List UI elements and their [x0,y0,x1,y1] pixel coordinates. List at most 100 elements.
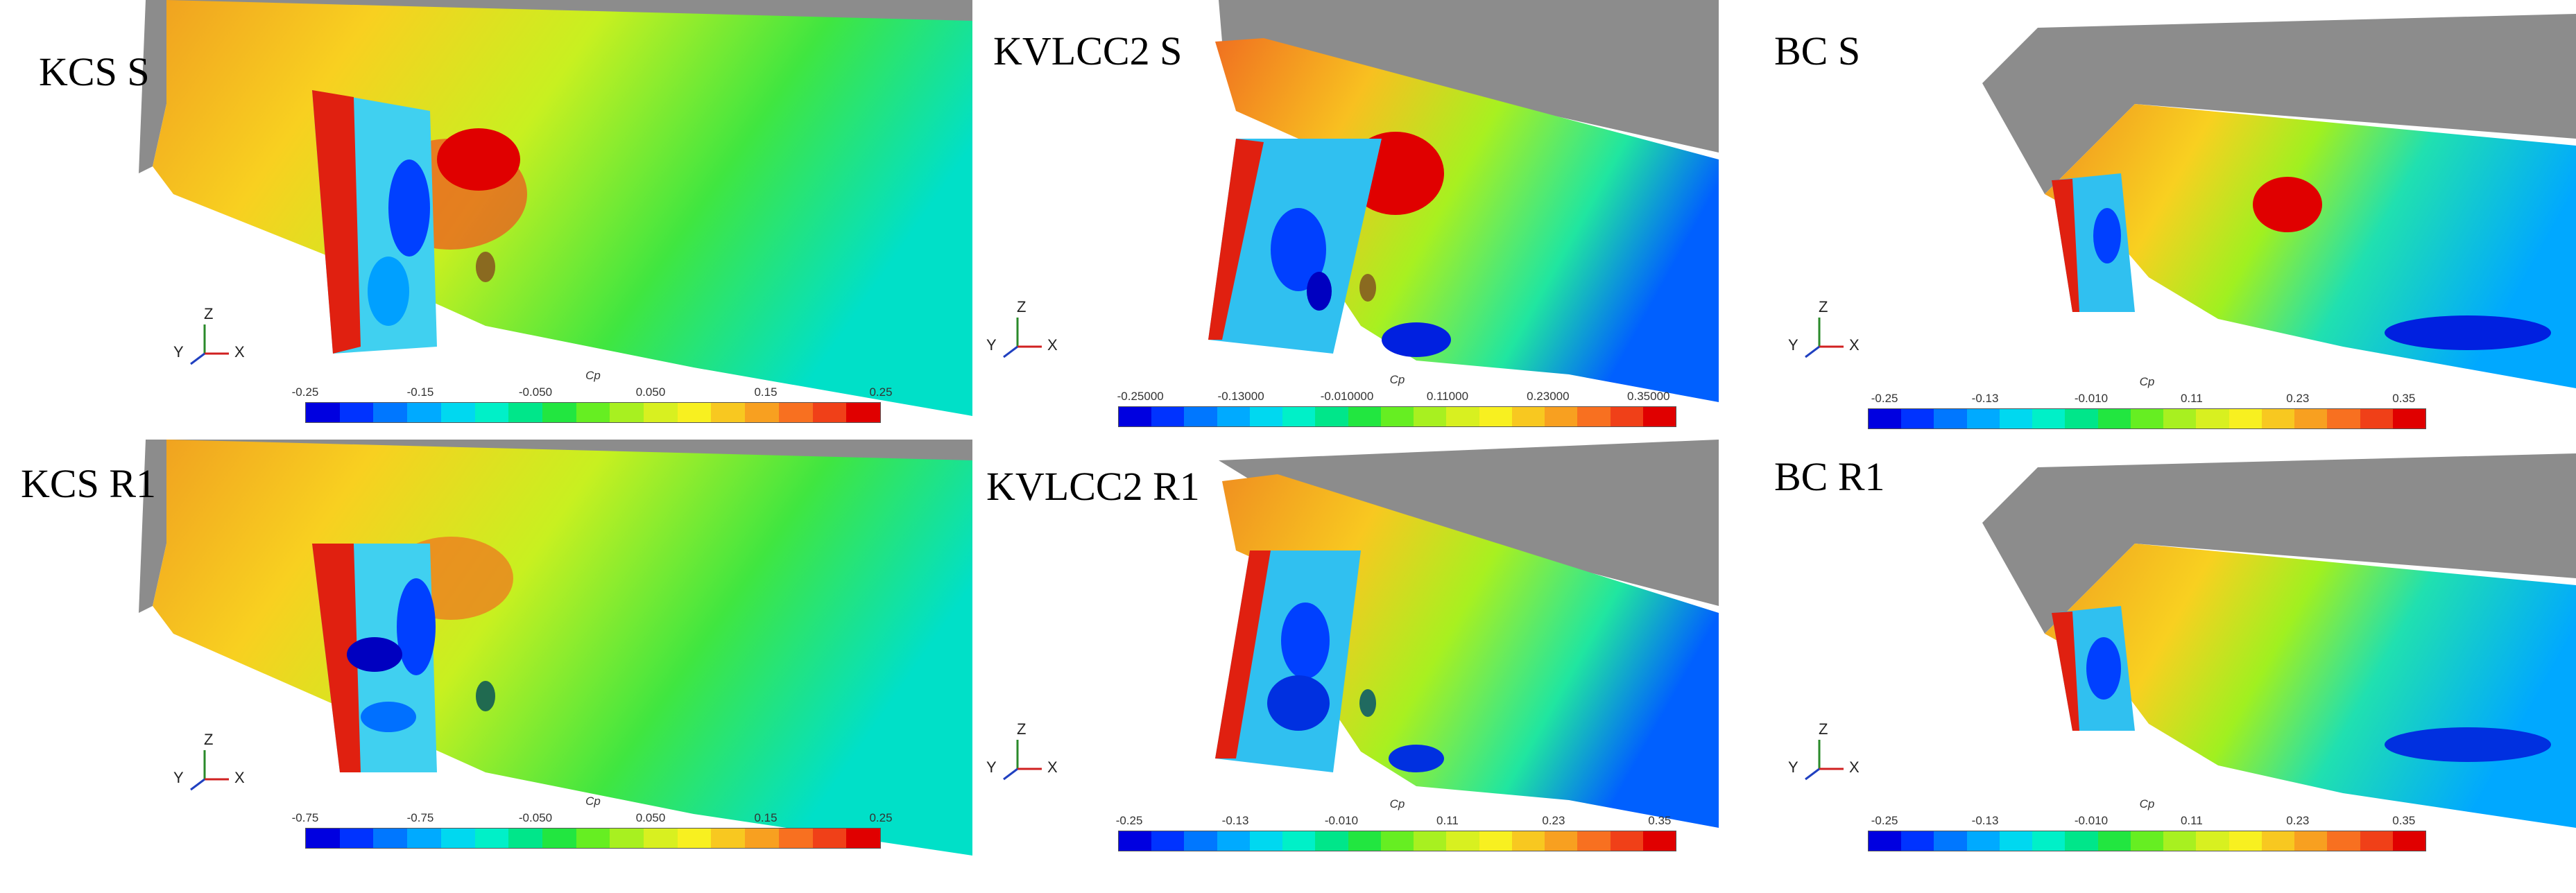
colorbar-swatch [1282,831,1316,851]
colorbar-variable-label: Cp [585,369,601,382]
colorbar-swatch [1446,407,1479,426]
colorbar-tick: 0.35 [1648,814,1672,827]
colorbar-swatch [1901,831,1934,851]
colorbar-swatch [677,829,712,848]
kcs-s-hull-render [139,0,972,416]
colorbar-tick: -0.010000 [1320,390,1374,403]
axis-y-label: Y [1788,336,1798,354]
colorbar-swatch [1642,831,1676,851]
colorbar-tick: 0.23000 [1527,390,1570,403]
colorbar-swatch [2196,831,2229,851]
axis-z-label: Z [1819,720,1828,738]
colorbar-tick: -0.75 [291,811,319,824]
panel-bc-r1: BC R1 Z Y X Cp -0.25 -0.13 -0.010 0.11 0… [1719,440,2576,893]
axis-x-label: X [1047,336,1058,354]
colorbar-tick: 0.11000 [1426,390,1469,403]
colorbar-swatch [812,403,847,422]
kvlcc2-s-hull-render [1208,0,1719,402]
colorbar-swatch [711,403,746,422]
colorbar: Cp -0.25 -0.13 -0.010 0.11 0.23 0.35 [1868,797,2426,856]
panel-title: KVLCC2 S [993,28,1183,73]
colorbar-swatch [1119,831,1152,851]
colorbar-swatch [1315,831,1348,851]
axis-x-label: X [1047,758,1058,776]
colorbar: Cp -0.25 -0.13 -0.010 0.11 0.23 0.35 [1868,375,2426,433]
colorbar-swatch [1966,409,2000,428]
colorbar-tick: -0.13000 [1217,390,1264,403]
colorbar-swatch [2065,409,2098,428]
colorbar-swatch [1479,831,1512,851]
colorbar-swatch [2327,831,2360,851]
colorbar-swatches [1118,406,1676,427]
colorbar-swatch [508,829,542,848]
axis-triad-icon [1003,318,1042,358]
colorbar-tick: -0.75 [406,811,434,824]
colorbar-swatch [1999,409,2033,428]
colorbar-tick: -0.25000 [1117,390,1164,403]
colorbar-swatch [1934,409,1967,428]
colorbar-tick: -0.050 [518,385,553,399]
colorbar: Cp -0.75 -0.75 -0.050 0.050 0.15 0.25 [292,795,893,853]
panel-title: BC R1 [1774,454,1885,499]
colorbar-tick: 0.23 [2286,392,2310,405]
colorbar-swatch [1511,831,1545,851]
colorbar-swatch [576,829,610,848]
colorbar-swatch [1511,407,1545,426]
colorbar-tick: 0.23 [2286,814,2310,827]
colorbar-tick: 0.11 [2180,814,2203,827]
colorbar-swatch [1217,407,1250,426]
axis-y-label: Y [173,769,184,786]
colorbar-swatch [2261,831,2295,851]
colorbar-swatch [846,829,880,848]
orientation-triad: Z Y X [986,298,1063,374]
colorbar-swatches [305,828,881,849]
colorbar-variable-label: Cp [1389,373,1405,386]
colorbar-swatch [306,829,340,848]
bc-r1-hull-render [1982,453,2576,828]
colorbar-tick: 0.23 [1542,814,1565,827]
colorbar-swatch [2261,409,2295,428]
colorbar-tick: -0.25 [291,385,319,399]
colorbar-swatch [306,403,340,422]
colorbar-swatch [407,403,441,422]
colorbar-swatch [1414,407,1447,426]
colorbar-swatch [2360,831,2393,851]
panel-kvlcc2-s: KVLCC2 S Z Y X Cp -0.25000 -0.13000 -0.0… [972,0,1719,440]
colorbar-variable-label: Cp [2139,375,2155,388]
colorbar-swatch [440,403,475,422]
axis-y-label: Y [986,336,997,354]
colorbar-swatch [2229,831,2262,851]
colorbar-swatch [1869,831,1902,851]
colorbar-swatch [2130,409,2164,428]
colorbar-swatch [508,403,542,422]
axis-x-label: X [1849,336,1860,354]
axis-z-label: Z [1819,298,1828,315]
axis-y-label: Y [173,343,184,361]
colorbar-swatch [1610,831,1643,851]
axis-x-label: X [1849,758,1860,776]
kvlcc2-r1-hull-render [1215,440,1719,828]
colorbar-tick: -0.050 [518,811,553,824]
colorbar-swatch [1610,407,1643,426]
colorbar-swatch [1966,831,2000,851]
colorbar-swatch [2360,409,2393,428]
colorbar-swatch [339,403,374,422]
orientation-triad: Z Y X [986,720,1063,797]
axis-z-label: Z [204,305,214,322]
colorbar-swatch [2130,831,2164,851]
colorbar: Cp -0.25000 -0.13000 -0.010000 0.11000 0… [1117,373,1676,431]
colorbar-swatch [373,829,408,848]
colorbar-swatch [745,829,779,848]
colorbar-tick: 0.35 [2392,814,2416,827]
orientation-triad: Z Y X [1788,720,1864,797]
colorbar-swatch [2294,409,2328,428]
colorbar-tick: -0.25 [1115,814,1143,827]
panel-kcs-r1: KCS R1 Z Y X Cp -0.75 -0.75 -0.050 0.050… [0,440,972,893]
colorbar-swatch [778,829,813,848]
colorbar-swatch [2065,831,2098,851]
colorbar-swatch [677,403,712,422]
colorbar-swatch [812,829,847,848]
colorbar-swatches [1118,831,1676,851]
colorbar-swatch [2097,831,2131,851]
colorbar-swatch [576,403,610,422]
